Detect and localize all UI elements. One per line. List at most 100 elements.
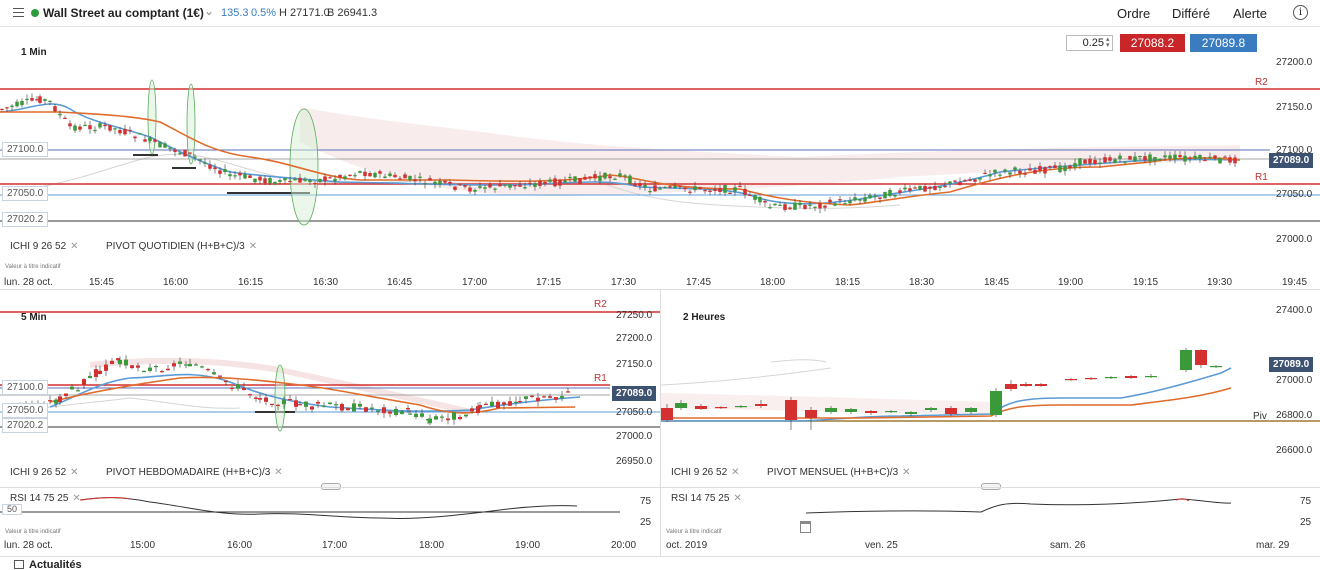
panel1-y-tick: 27100.0 (1276, 145, 1313, 156)
order-button[interactable]: Ordre (1117, 6, 1151, 21)
instrument-title[interactable]: Wall Street au comptant (1€) (43, 6, 204, 20)
candle (536, 397, 540, 402)
x-axis-tick: 16:00 (163, 277, 189, 288)
panel3-rsi-indicator[interactable]: RSI 14 75 25 ✕ (671, 493, 742, 504)
candle (253, 178, 257, 183)
candle (718, 188, 722, 192)
candle (558, 179, 562, 186)
candle (228, 174, 232, 177)
panel3-y-tick: 26600.0 (1276, 445, 1313, 456)
x-axis-tick: lun. 28 oct. (4, 540, 53, 551)
close-icon[interactable]: ✕ (274, 467, 283, 478)
close-icon[interactable]: ✕ (731, 467, 740, 478)
panel1-pivot-indicator[interactable]: PIVOT QUOTIDIEN (H+B+C)/3 ✕ (106, 241, 257, 252)
buy-price-button[interactable]: 27089.8 (1190, 34, 1257, 52)
candle (560, 396, 564, 399)
candle (160, 371, 164, 373)
x-axis-tick: 18:15 (835, 277, 861, 288)
candle (618, 173, 622, 177)
candle (168, 147, 172, 149)
ichimoku-cloud (661, 393, 991, 415)
candle (1145, 376, 1157, 378)
news-footer[interactable]: Actualités (0, 556, 1320, 570)
candle (713, 189, 717, 192)
panel3-indicative-note: Valeur à titre indicatif (666, 529, 722, 535)
candle (1043, 167, 1047, 174)
panel2-resize-handle[interactable] (321, 483, 341, 490)
candle (1033, 169, 1037, 174)
candle (64, 393, 68, 397)
candle (608, 176, 612, 179)
panel3-rsi-tick: 25 (1300, 517, 1312, 528)
panel2-rsi-indicator[interactable]: RSI 14 75 25 ✕ (10, 493, 81, 504)
candle (803, 205, 807, 209)
candle (393, 174, 397, 178)
candle (1178, 155, 1182, 158)
candle (1020, 384, 1032, 386)
candle (688, 191, 692, 193)
candle (715, 407, 727, 409)
panel3-pivot-indicator[interactable]: PIVOT MENSUEL (H+B+C)/3 ✕ (767, 467, 911, 478)
candle (1073, 163, 1077, 168)
chart-1min[interactable] (0, 27, 1320, 287)
ichimoku-cloud (300, 107, 1240, 196)
candle (353, 175, 357, 177)
candle (1028, 168, 1032, 171)
candle (668, 186, 672, 188)
candle (1153, 157, 1157, 162)
candle (838, 199, 842, 201)
close-icon[interactable]: ✕ (248, 241, 258, 252)
hamburger-menu-icon[interactable] (13, 8, 24, 17)
candle (376, 410, 380, 412)
panel2-r2-label: R2 (594, 299, 607, 310)
candle (518, 184, 522, 187)
sell-price-button[interactable]: 27088.2 (1120, 34, 1185, 52)
candle (136, 365, 140, 368)
chart-5min[interactable] (0, 290, 660, 555)
candle (208, 164, 212, 169)
chart-2hours[interactable] (660, 290, 1320, 555)
panel3-resize-handle[interactable] (981, 483, 1001, 490)
close-icon[interactable]: ✕ (70, 467, 79, 478)
alert-button[interactable]: Alerte (1233, 6, 1267, 21)
x-axis-tick: 18:30 (909, 277, 935, 288)
close-icon[interactable]: ✕ (733, 493, 742, 504)
candle (508, 401, 512, 406)
panel1-y-tick: 27200.0 (1276, 57, 1313, 68)
panel3-current-price-tag: 27089.0 (1269, 357, 1314, 372)
panel2-pivot-indicator[interactable]: PIVOT HEBDOMADAIRE (H+B+C)/3 ✕ (106, 467, 283, 478)
highlight-ellipse (186, 83, 196, 165)
close-icon[interactable]: ✕ (72, 493, 81, 504)
panel3-ichimoku-indicator[interactable]: ICHI 9 26 52 ✕ (671, 467, 740, 478)
quantity-stepper-icon[interactable]: ▴ ▾ (1106, 36, 1110, 49)
calendar-icon[interactable] (800, 521, 811, 533)
candle (1035, 384, 1047, 386)
candle (518, 401, 522, 403)
chikou-span-line (599, 181, 901, 209)
deferred-button[interactable]: Différé (1172, 6, 1211, 21)
candle (1125, 376, 1137, 378)
news-label[interactable]: Actualités (29, 559, 82, 570)
panel2-r1-label: R1 (594, 373, 607, 384)
panel2-ichimoku-indicator[interactable]: ICHI 9 26 52 ✕ (10, 467, 79, 478)
candle (428, 418, 432, 424)
candle (783, 204, 787, 210)
chevron-down-icon[interactable]: ⌄ (204, 4, 215, 18)
candle (248, 175, 252, 179)
x-axis-tick: 15:00 (130, 540, 156, 551)
candle (1085, 378, 1097, 380)
candle (403, 174, 407, 179)
candle (1123, 161, 1127, 163)
quantity-input[interactable]: 0.25 (1066, 35, 1113, 51)
panel1-ichimoku-indicator[interactable]: ICHI 9 26 52 ✕ (10, 241, 79, 252)
candle (813, 206, 817, 208)
close-icon[interactable]: ✕ (902, 467, 911, 478)
close-icon[interactable]: ✕ (70, 241, 79, 252)
candle (1198, 155, 1202, 159)
candle (1208, 156, 1212, 158)
candle (843, 203, 847, 205)
candle (288, 399, 292, 401)
candle (400, 411, 404, 415)
info-icon[interactable]: i (1293, 5, 1308, 20)
candle (1105, 377, 1117, 379)
